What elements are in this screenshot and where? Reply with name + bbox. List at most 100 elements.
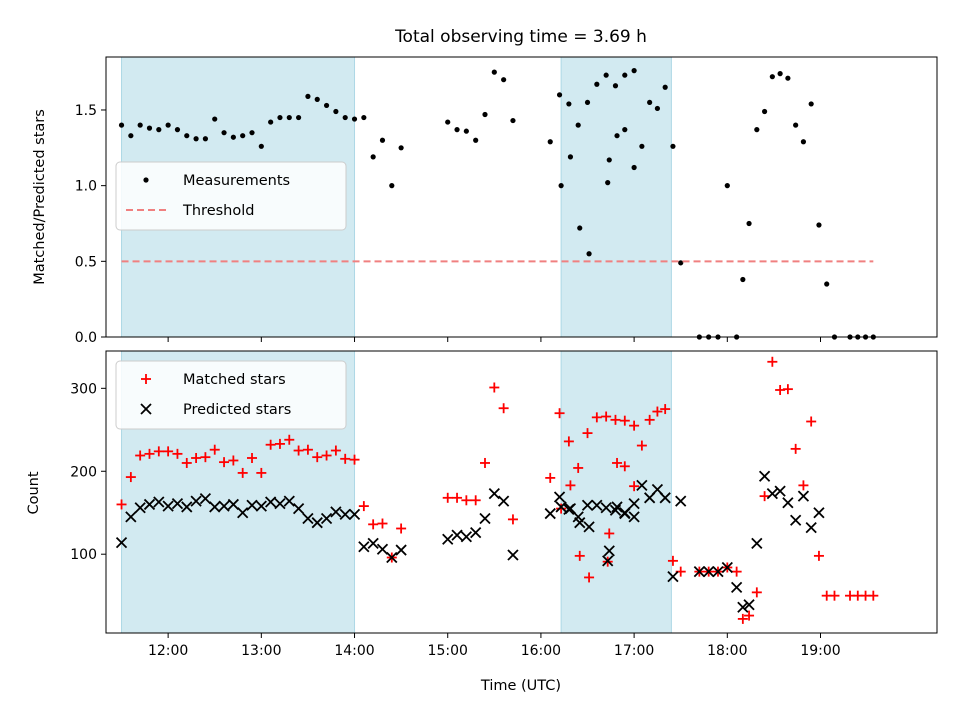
matched-point: [172, 448, 183, 459]
legend-label: Matched stars: [183, 372, 286, 388]
measurement-point: [491, 69, 497, 75]
predicted-point: [348, 508, 361, 521]
predicted-point-b: [555, 501, 567, 513]
predicted-point: [339, 508, 351, 521]
predicted-point-b: [572, 511, 584, 523]
predicted-point: [790, 514, 802, 526]
matched-point: [330, 445, 341, 456]
predicted-point: [609, 504, 622, 516]
predicted-point: [376, 543, 389, 555]
predicted-point: [367, 537, 379, 550]
predicted-point: [209, 501, 221, 513]
matched-point: [612, 457, 623, 468]
matched-point: [601, 411, 612, 422]
predicted-point: [292, 502, 305, 515]
predicted-point-b: [386, 551, 398, 564]
matched-point: [744, 610, 755, 621]
measurement-point: [137, 122, 143, 128]
legend-label: Threshold: [182, 203, 254, 219]
x-tick-label: 18:00: [707, 643, 747, 659]
predicted-point-b: [265, 496, 277, 508]
y-tick-label: 0.5: [75, 254, 97, 270]
measurement-point: [575, 122, 581, 128]
matched-point: [563, 436, 574, 447]
predicted-point: [125, 511, 137, 523]
matched-point: [247, 452, 258, 463]
legend-box: [115, 360, 347, 430]
matched-point: [629, 420, 640, 431]
predicted-point: [115, 536, 128, 549]
x-tick-label: 12:00: [148, 643, 188, 659]
predicted-point: [544, 507, 556, 520]
predicted-point-b: [162, 500, 174, 512]
predicted-point-b: [115, 536, 128, 549]
predicted-point-b: [564, 502, 577, 515]
matched-point: [868, 590, 879, 601]
matched-point: [751, 587, 762, 598]
measurement-point: [614, 133, 620, 139]
measurement-point: [305, 93, 311, 99]
matched-point: [660, 404, 671, 415]
predicted-point-b: [743, 599, 755, 611]
predicted-point: [628, 497, 640, 510]
measurement-point: [566, 101, 572, 107]
predicted-point-b: [237, 507, 249, 519]
measurement-point: [370, 154, 376, 160]
measurement-point: [631, 68, 637, 74]
predicted-point-b: [460, 531, 472, 543]
predicted-point: [581, 499, 594, 511]
matched-point: [759, 491, 770, 502]
measurement-point: [156, 127, 162, 133]
predicted-point: [460, 531, 472, 543]
measurement-point: [612, 83, 619, 89]
x-tick-label: 19:00: [800, 643, 840, 659]
predicted-point-b: [302, 512, 314, 525]
predicted-point-b: [274, 497, 286, 510]
predicted-point-b: [255, 500, 267, 512]
predicted-point: [199, 492, 212, 505]
matched-point: [219, 457, 230, 468]
predicted-point-b: [782, 497, 794, 509]
predicted-point: [311, 517, 323, 529]
y-tick-label: 100: [70, 547, 97, 563]
matched-point: [237, 467, 248, 478]
measurement-point: [118, 122, 125, 128]
matched-point: [461, 495, 472, 506]
matched-point: [293, 445, 304, 456]
predicted-point: [636, 479, 648, 492]
matched-point: [790, 443, 801, 454]
predicted-point-b: [246, 499, 258, 511]
predicted-point-b: [659, 492, 671, 504]
predicted-point-b: [813, 507, 825, 519]
matched-point: [629, 481, 640, 492]
predicted-point-b: [218, 500, 230, 512]
predicted-point-b: [611, 501, 623, 513]
x-axis-label: Time (UTC): [480, 678, 561, 694]
matched-point: [312, 452, 323, 463]
y-tick-label: 1.0: [75, 179, 97, 195]
measurement-point: [184, 133, 190, 139]
matched-point: [116, 499, 127, 510]
x-tick-label: 13:00: [241, 643, 281, 659]
predicted-point: [162, 500, 174, 512]
predicted-point: [602, 555, 614, 567]
matched-point: [265, 439, 276, 450]
matched-point: [591, 412, 602, 423]
predicted-point-b: [790, 514, 802, 526]
predicted-point-b: [451, 529, 463, 541]
predicted-point: [395, 544, 407, 556]
predicted-point: [782, 497, 794, 509]
matched-point: [782, 384, 793, 395]
x-tick-label: 16:00: [521, 643, 561, 659]
predicted-point: [283, 495, 295, 507]
y-tick-label: 0.0: [75, 330, 97, 346]
measurement-point: [567, 154, 574, 160]
predicted-point-b: [507, 549, 519, 561]
matched-point: [806, 416, 817, 427]
measurement-point: [647, 99, 653, 106]
measurement-point: [398, 145, 404, 151]
count-y-axis-label: Count: [26, 471, 42, 514]
measurement-point: [746, 220, 752, 227]
predicted-point: [488, 488, 500, 500]
